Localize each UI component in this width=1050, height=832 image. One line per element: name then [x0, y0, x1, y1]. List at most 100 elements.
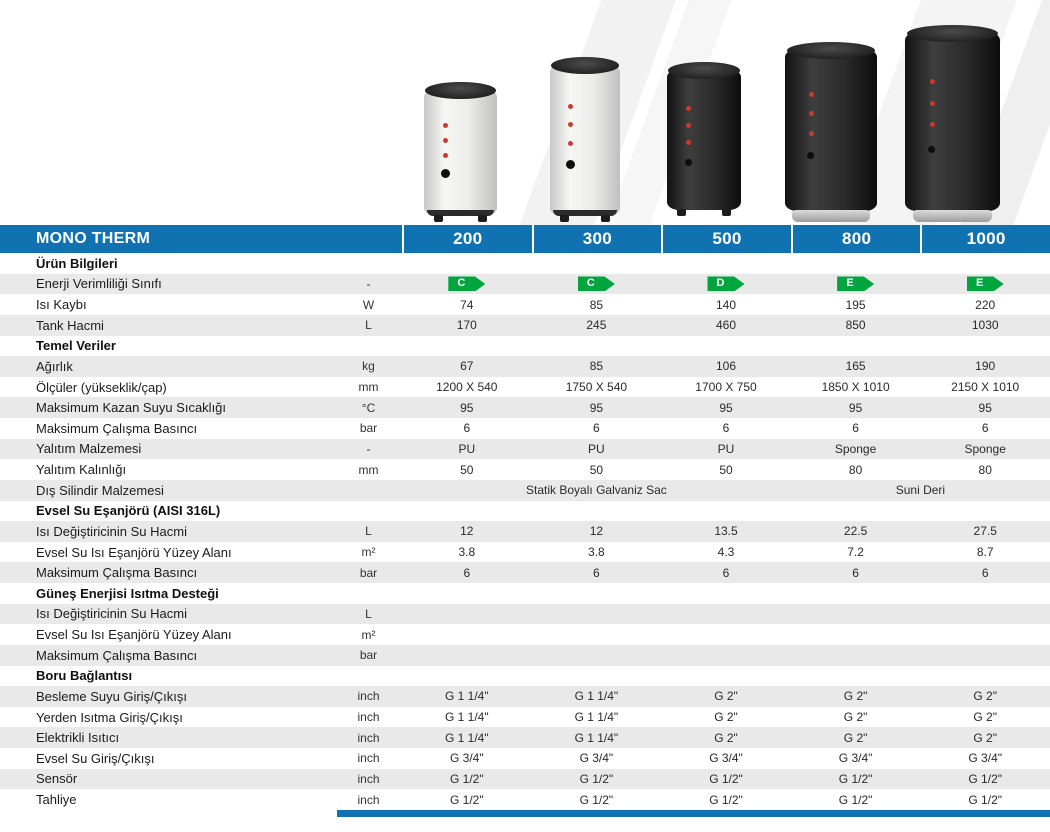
tank-body	[550, 65, 620, 216]
row-value: 140	[715, 297, 736, 312]
row-unit: -	[366, 276, 371, 291]
row-value: 12	[589, 524, 604, 539]
row-unit: kg	[362, 359, 375, 374]
tank-base	[792, 210, 870, 222]
row-unit: °C	[361, 400, 376, 415]
row-span-value: Statik Boyalı Galvaniz Sac	[526, 483, 667, 498]
row-unit: mm	[358, 462, 379, 477]
tank-foot	[434, 215, 444, 222]
model-header-1000: 1000	[920, 225, 1050, 253]
sensor-port	[806, 151, 816, 161]
row-unit: inch	[357, 751, 380, 766]
product-image-1000	[905, 25, 1000, 222]
fitting-dot	[929, 122, 935, 127]
row-unit: m²	[361, 627, 376, 642]
row-unit: bar	[359, 565, 378, 580]
row-value: G 1 1/4"	[574, 710, 619, 725]
row-value	[402, 604, 532, 625]
row-value: 80	[978, 462, 992, 477]
fitting-dot	[686, 123, 692, 129]
row-unit: inch	[357, 730, 380, 745]
row-label: Evsel Su Isı Eşanjörü Yüzey Alanı	[36, 627, 232, 643]
tank-body	[785, 50, 877, 211]
row-value	[791, 624, 921, 645]
row-value: 6	[463, 565, 471, 580]
row-value: G 3/4"	[968, 751, 1002, 766]
tank-body	[905, 33, 1000, 211]
row-value: 1200 X 540	[436, 380, 498, 395]
section-title: Evsel Su Eşanjörü (AISI 316L)	[36, 503, 221, 519]
tank-top-cap	[551, 57, 619, 74]
row-value: 6	[722, 565, 730, 580]
sensor-port	[684, 158, 694, 168]
row-value: 7.2	[847, 545, 864, 560]
spec-table: Ürün Bilgileri Enerji Verimliliği Sınıfı -…	[0, 253, 1050, 810]
fitting-dot	[442, 122, 448, 128]
row-value: 220	[975, 297, 996, 312]
row-value: G 2"	[843, 730, 868, 745]
page-title: MONO THERM	[36, 230, 151, 247]
row-value: G 2"	[843, 710, 868, 725]
row-label: Tank Hacmi	[36, 317, 104, 333]
row-value	[532, 604, 662, 625]
section-title: Ürün Bilgileri	[36, 255, 118, 271]
row-value	[661, 604, 791, 625]
fitting-dot	[568, 140, 574, 146]
row-value: 165	[845, 359, 866, 374]
energy-class-badge: E	[837, 276, 875, 292]
row-value	[661, 624, 791, 645]
energy-class-badge: C	[577, 276, 615, 292]
tank-foot	[477, 215, 487, 222]
row-value: G 1/2"	[968, 792, 1002, 807]
row-value: 13.5	[714, 524, 738, 539]
row-value: G 1/2"	[449, 771, 484, 786]
row-value: Sponge	[964, 441, 1006, 456]
row-label: Isı Kaybı	[36, 297, 87, 313]
row-value: 95	[848, 400, 863, 415]
row-value: G 1/2"	[579, 792, 614, 807]
row-value: 1030	[971, 318, 999, 333]
section-header-row: Güneş Enerjisi Isıtma Desteği	[0, 583, 1050, 604]
fitting-dot	[442, 137, 448, 143]
row-value: E	[791, 274, 921, 295]
row-value: G 1/2"	[449, 792, 484, 807]
row-value: Sponge	[834, 441, 877, 456]
product-image-300	[550, 57, 620, 222]
section-title: Güneş Enerjisi Isıtma Desteği	[36, 585, 219, 601]
spec-row: Maksimum Çalışma Basıncı bar 6 6 6 6 6	[0, 418, 1050, 439]
row-value: G 1/2"	[838, 771, 873, 786]
fitting-dot	[929, 100, 935, 106]
row-value: 50	[460, 462, 474, 477]
row-unit: L	[365, 524, 372, 539]
tank-foot	[677, 209, 687, 216]
row-value: C	[402, 274, 532, 295]
row-value	[532, 624, 662, 645]
row-value: 22.5	[843, 524, 868, 539]
fitting-dot	[568, 104, 574, 110]
fitting-dot	[686, 140, 692, 145]
row-value: G 1/2"	[968, 771, 1002, 786]
row-value: 4.3	[717, 545, 735, 560]
model-header-200: 200	[402, 225, 532, 253]
row-label: Ölçüler (yükseklik/çap)	[36, 379, 167, 395]
row-value: 1700 X 750	[695, 380, 757, 395]
row-label: Enerji Verimliliği Sınıfı	[36, 276, 162, 292]
tank-foot	[601, 215, 611, 222]
fitting-dot	[808, 130, 814, 136]
row-value: 850	[845, 318, 866, 333]
product-image-200	[424, 82, 497, 222]
row-value: G 3/4"	[579, 751, 614, 766]
row-unit: mm	[358, 380, 379, 395]
row-value: G 3/4"	[709, 751, 743, 766]
spec-row: Evsel Su Giriş/Çıkışı inch G 3/4" G 3/4" G 3…	[0, 748, 1050, 769]
row-label: Maksimum Kazan Suyu Sıcaklığı	[36, 400, 227, 416]
spec-row: Yalıtım Malzemesi - PU PU PU Sponge Sponge	[0, 438, 1050, 460]
row-value: G 2"	[714, 689, 738, 704]
row-unit: m²	[361, 545, 376, 560]
row-unit: bar	[359, 421, 378, 436]
spec-row: Sensör inch G 1/2" G 1/2" G 1/2" G 1/2" G 1/2"	[0, 768, 1050, 790]
spec-row: Yalıtım Kalınlığı mm 50 50 50 80 80	[0, 459, 1050, 480]
row-value: 6	[981, 421, 989, 436]
tank-base	[912, 210, 993, 222]
